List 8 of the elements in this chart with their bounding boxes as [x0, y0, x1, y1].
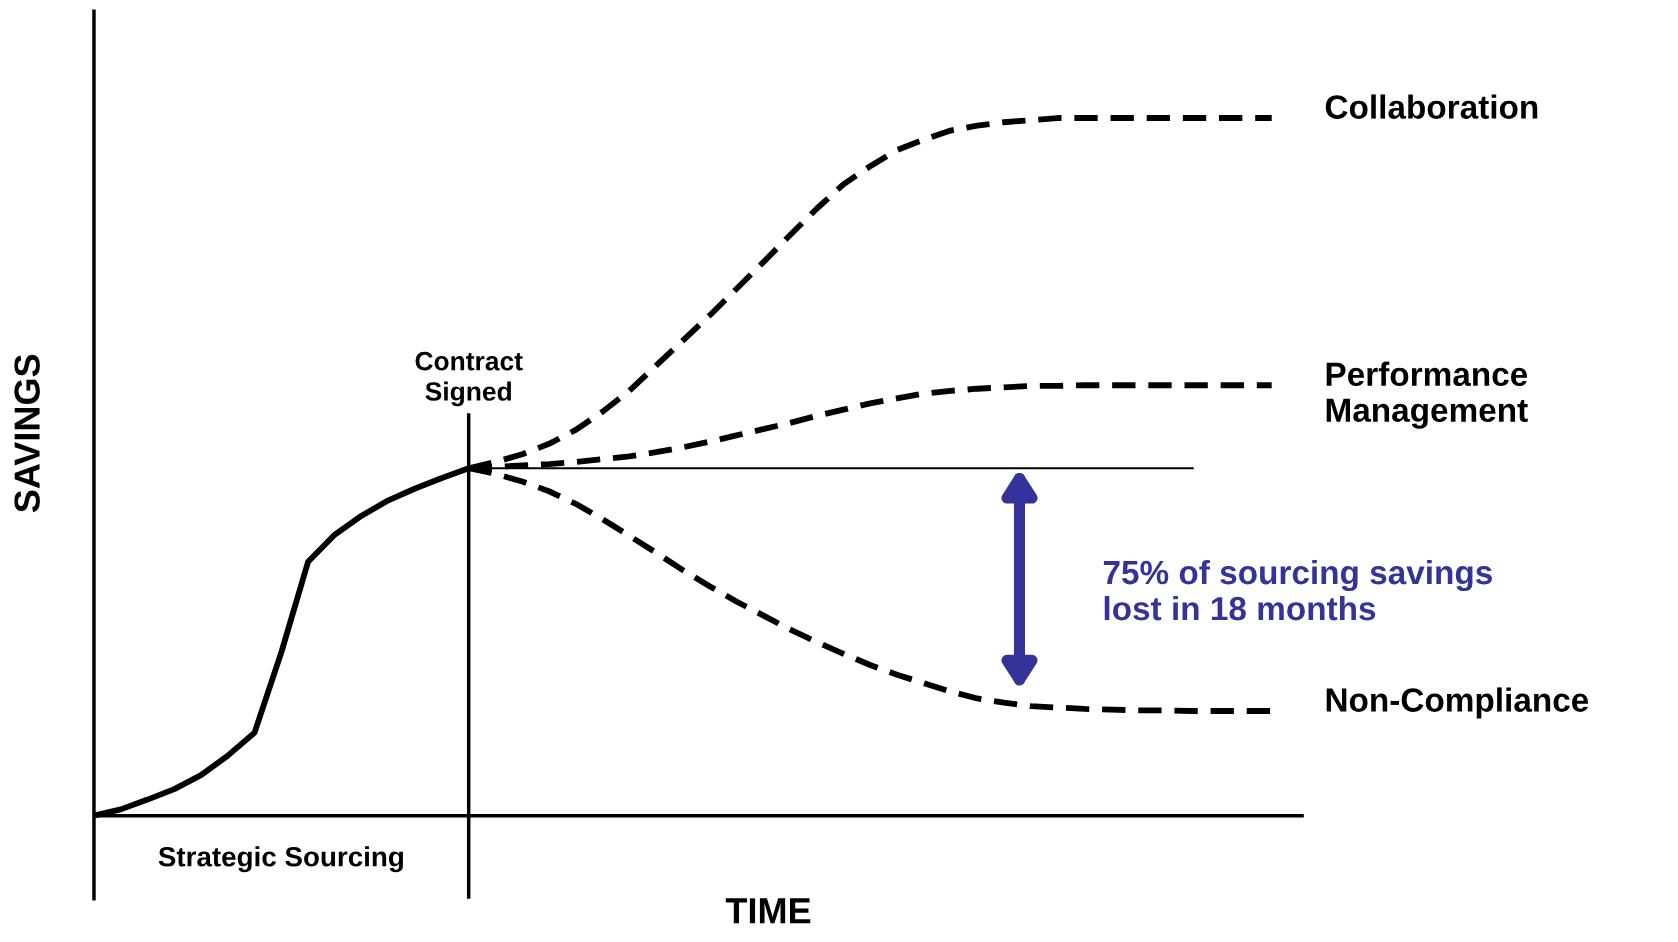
series-label: Non-Compliance [1326, 687, 1589, 719]
annotation: Contract Signed [415, 351, 523, 407]
text: Strategic Sourcing [158, 846, 403, 873]
y-axis-title: SAVINGS [14, 354, 40, 513]
annotation: 75% of sourcing savings lost in 18 months [1103, 559, 1492, 621]
series-label: Performance Management [1326, 361, 1528, 429]
x-axis-title: TIME [725, 898, 811, 924]
series-label: Collaboration [1325, 94, 1538, 119]
